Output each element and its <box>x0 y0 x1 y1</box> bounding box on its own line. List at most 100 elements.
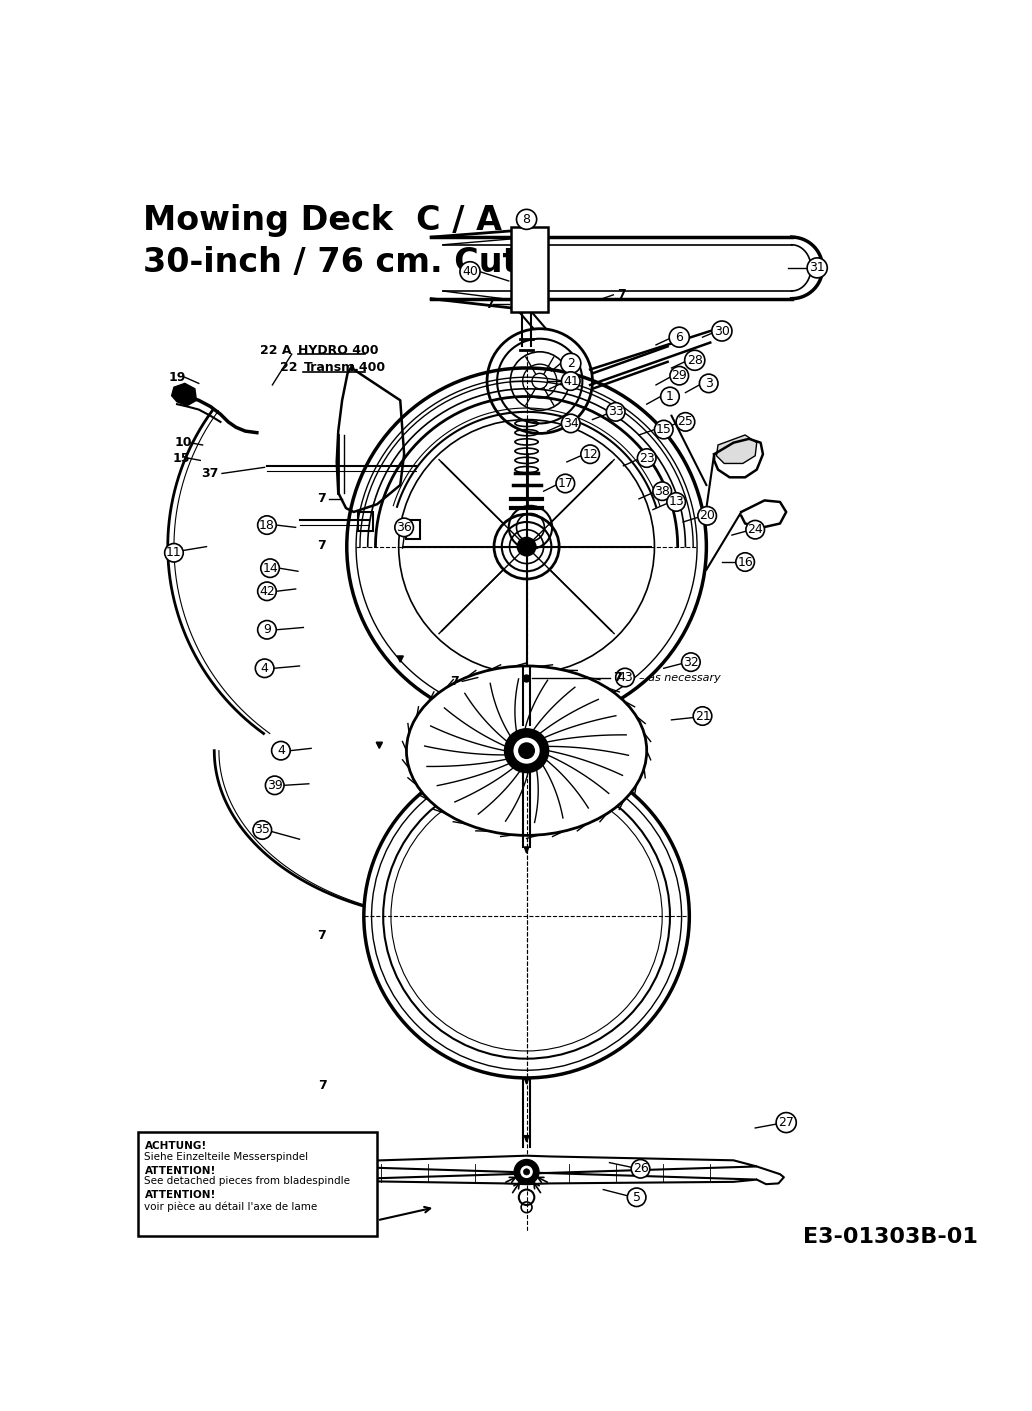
Text: 7: 7 <box>613 672 621 684</box>
Circle shape <box>560 353 581 374</box>
Text: Mowing Deck  C / A: Mowing Deck C / A <box>143 205 502 237</box>
Polygon shape <box>397 656 404 662</box>
Polygon shape <box>716 435 756 463</box>
Circle shape <box>616 669 635 687</box>
Text: HYDRO 400: HYDRO 400 <box>298 344 379 357</box>
Circle shape <box>676 412 695 432</box>
Text: 37: 37 <box>201 467 219 480</box>
Circle shape <box>776 1112 797 1133</box>
Text: 33: 33 <box>608 405 623 419</box>
Text: Transm.400: Transm.400 <box>303 361 386 374</box>
Text: 1: 1 <box>666 389 674 404</box>
Text: 22 A: 22 A <box>260 344 292 357</box>
Text: 32: 32 <box>683 656 699 669</box>
Circle shape <box>653 483 672 501</box>
Circle shape <box>807 258 828 278</box>
Bar <box>511 227 548 312</box>
Circle shape <box>660 387 679 406</box>
Text: 7: 7 <box>485 298 493 310</box>
Polygon shape <box>524 847 529 854</box>
Text: 36: 36 <box>396 521 412 533</box>
Circle shape <box>261 559 280 577</box>
Text: E3-01303B-01: E3-01303B-01 <box>803 1228 978 1247</box>
Polygon shape <box>171 384 196 406</box>
Text: ACHTUNG!: ACHTUNG! <box>144 1141 206 1151</box>
Ellipse shape <box>407 666 647 835</box>
Polygon shape <box>334 1156 756 1184</box>
Circle shape <box>632 1160 650 1178</box>
Circle shape <box>561 415 580 433</box>
Circle shape <box>513 737 541 765</box>
Text: 6: 6 <box>675 330 683 344</box>
Text: 7: 7 <box>319 1079 327 1092</box>
Text: 15: 15 <box>655 423 672 436</box>
Circle shape <box>700 374 718 392</box>
Circle shape <box>519 1165 534 1178</box>
Text: 35: 35 <box>254 824 270 837</box>
Circle shape <box>681 653 700 672</box>
Circle shape <box>255 659 273 677</box>
Circle shape <box>516 209 537 230</box>
Text: 7: 7 <box>317 492 325 505</box>
Text: – as necessary: – as necessary <box>639 673 720 683</box>
Circle shape <box>670 367 688 385</box>
Text: Siehe Einzelteile Messerspindel: Siehe Einzelteile Messerspindel <box>144 1151 309 1161</box>
Circle shape <box>561 373 580 391</box>
Circle shape <box>712 322 732 341</box>
Text: 20: 20 <box>700 509 715 522</box>
Text: 22: 22 <box>281 361 298 374</box>
Text: 4: 4 <box>277 744 285 758</box>
Text: 4: 4 <box>261 662 268 674</box>
Circle shape <box>746 521 765 539</box>
Circle shape <box>395 518 414 536</box>
Bar <box>358 512 374 531</box>
Circle shape <box>460 261 480 282</box>
Circle shape <box>556 474 575 492</box>
Text: 31: 31 <box>809 261 825 274</box>
Circle shape <box>581 444 600 463</box>
Text: 7: 7 <box>317 928 325 943</box>
Text: 11: 11 <box>166 546 182 559</box>
Circle shape <box>514 1160 539 1184</box>
Text: 28: 28 <box>687 354 703 367</box>
Circle shape <box>638 449 656 467</box>
Text: 14: 14 <box>262 562 278 574</box>
Circle shape <box>517 538 536 556</box>
Text: 39: 39 <box>267 779 283 792</box>
Text: 23: 23 <box>639 452 654 464</box>
Circle shape <box>347 368 706 725</box>
Text: See detached pieces from bladespindle: See detached pieces from bladespindle <box>144 1177 351 1187</box>
Text: 7: 7 <box>617 288 625 302</box>
Text: 40: 40 <box>462 265 478 278</box>
Circle shape <box>694 707 712 725</box>
Text: 41: 41 <box>562 374 579 388</box>
Text: voir pièce au détail l'axe de lame: voir pièce au détail l'axe de lame <box>144 1201 318 1212</box>
Text: 12: 12 <box>582 447 598 461</box>
Text: 16: 16 <box>737 556 753 569</box>
Circle shape <box>165 543 184 562</box>
Text: 34: 34 <box>562 416 579 430</box>
Text: 7: 7 <box>317 539 325 552</box>
Text: 8: 8 <box>522 213 530 226</box>
Circle shape <box>607 402 625 420</box>
Text: ATTENTION!: ATTENTION! <box>144 1191 216 1201</box>
Circle shape <box>364 755 689 1078</box>
Circle shape <box>258 621 277 639</box>
Text: 3: 3 <box>705 377 713 389</box>
Circle shape <box>265 776 284 794</box>
Circle shape <box>654 420 673 439</box>
Bar <box>138 1132 377 1236</box>
Text: 7: 7 <box>450 674 459 689</box>
Text: 30-inch / 76 cm. Cut: 30-inch / 76 cm. Cut <box>143 247 518 279</box>
Text: 43: 43 <box>617 672 633 684</box>
Text: 17: 17 <box>557 477 573 490</box>
Text: 21: 21 <box>695 710 710 722</box>
Circle shape <box>627 1188 646 1206</box>
Circle shape <box>258 516 277 535</box>
Text: 42: 42 <box>259 584 275 598</box>
Text: 25: 25 <box>678 415 694 429</box>
Circle shape <box>523 1168 529 1175</box>
Text: 10: 10 <box>174 436 192 449</box>
Circle shape <box>271 741 290 761</box>
Text: 13: 13 <box>669 495 684 508</box>
